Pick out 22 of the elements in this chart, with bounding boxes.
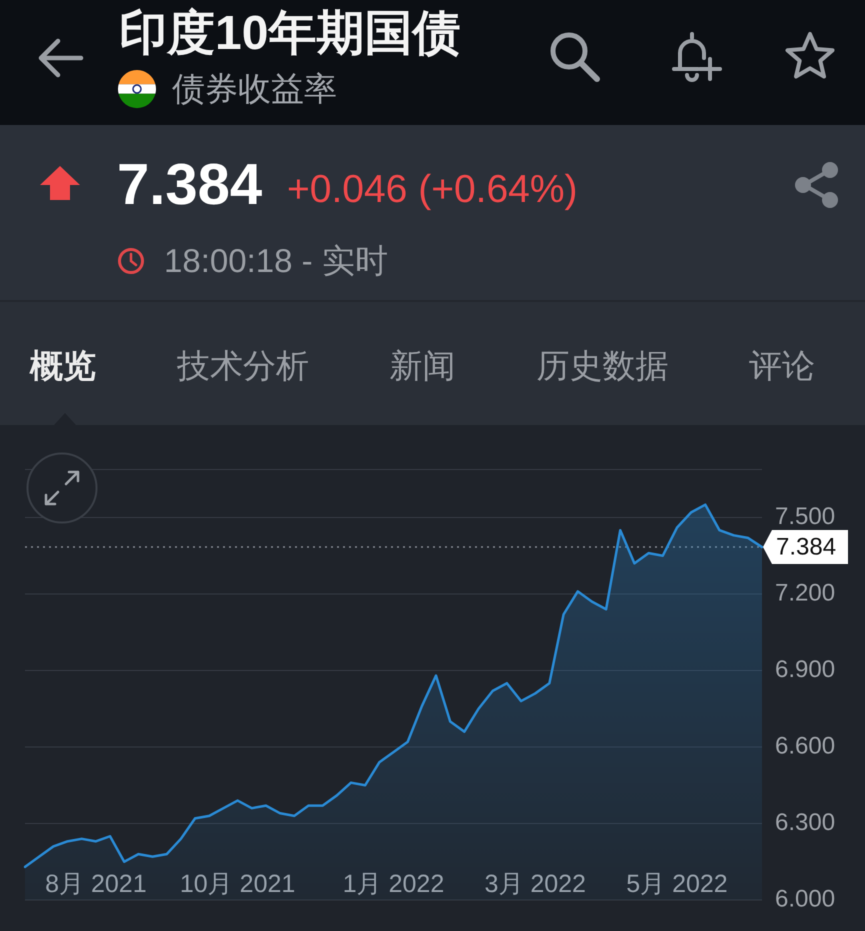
text: 概览 (30, 346, 96, 386)
y-tick-label: 7.200 (775, 580, 836, 607)
chart-title: 印度10年期国债 (119, 6, 460, 62)
y-tick-label: 6.900 (775, 656, 836, 684)
y-tick-label: 7.500 (775, 503, 836, 530)
x-tick-label: 1月 2022 (342, 870, 444, 898)
x-tick-label: 10月 2021 (180, 870, 296, 898)
text: 历史数据 (536, 346, 668, 386)
text: 新闻 (390, 346, 456, 386)
text: 18:00:18 - 实时 (164, 241, 388, 281)
y-tick-label: 6.600 (775, 732, 836, 760)
x-tick-label: 3月 2022 (484, 870, 586, 898)
y-tick-label: 6.000 (775, 886, 836, 913)
chart-subtitle: 债券收益率 (172, 69, 337, 109)
x-tick-label: 5月 2022 (626, 870, 728, 898)
x-tick-label: 8月 2021 (45, 870, 147, 898)
y-tick-label: 6.300 (775, 809, 836, 836)
text: 7.384 (117, 151, 262, 219)
text: 技术分析 (176, 346, 309, 386)
text: 评论 (749, 346, 815, 386)
text: +0.046 (+0.64%) (287, 167, 578, 213)
ref-line-label: 7.384 (776, 534, 836, 561)
